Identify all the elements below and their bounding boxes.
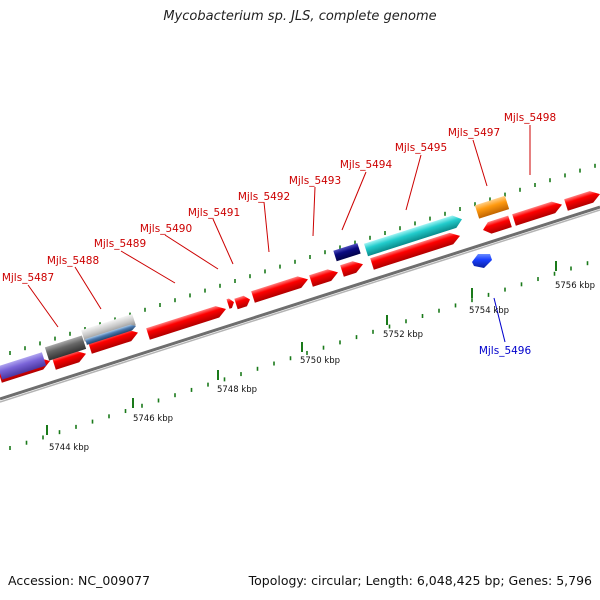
gene-arrow: [234, 295, 250, 310]
gene-arrow: [88, 329, 138, 354]
gene-arrow-minus-strand: [472, 254, 492, 268]
gene-arrow: [85, 324, 136, 345]
ruler-label: 5752 kbp: [383, 330, 423, 340]
gene-label: Mjls_5493: [289, 175, 341, 187]
gene-label: Mjls_5492: [238, 191, 290, 203]
gene-arrow: [251, 276, 309, 303]
gene-arrow: [512, 201, 562, 226]
leader-line: [472, 139, 488, 187]
genome-backbone-light: [0, 209, 600, 403]
ruler-label: 5744 kbp: [49, 443, 89, 453]
leader-line: [341, 171, 367, 231]
gene-arrow: [340, 261, 364, 277]
leader-line: [74, 266, 102, 310]
gene-arrow: [226, 298, 234, 309]
gene-arrow: [52, 350, 87, 370]
ruler-label: 5750 kbp: [300, 356, 340, 366]
gene-label: Mjls_5496: [479, 345, 532, 357]
gene-label: Mjls_5489: [94, 238, 146, 250]
gene-box: [81, 313, 136, 342]
leader-line: [312, 186, 316, 237]
gene-arrow: [483, 215, 512, 234]
ruler-label: 5748 kbp: [217, 385, 257, 395]
gene-label: Mjls_5491: [188, 207, 240, 219]
gene-label: Mjls_5495: [395, 142, 447, 154]
accession-text: Accession: NC_009077: [8, 573, 151, 588]
gene-features: [0, 191, 600, 383]
gene-box: [333, 243, 361, 262]
leader-line: [493, 297, 506, 343]
gene-arrow: [309, 269, 338, 287]
gene-box: [0, 352, 47, 380]
gene-label: Mjls_5488: [47, 255, 99, 267]
tick-marks: [9, 163, 596, 450]
gene-box: [474, 195, 510, 219]
gene-label: Mjls_5494: [340, 159, 393, 171]
gene-label: Mjls_5487: [2, 272, 54, 284]
leader-line: [164, 234, 219, 270]
genome-backbone-dark: [0, 205, 600, 401]
leader-line: [27, 284, 59, 328]
gene-label: Mjls_5497: [448, 127, 500, 139]
gene-arrow: [146, 306, 227, 340]
gene-label: Mjls_5490: [140, 223, 192, 235]
genome-summary-text: Topology: circular; Length: 6,048,425 bp…: [248, 573, 592, 588]
leader-line: [120, 250, 176, 284]
gene-arrow: [370, 232, 460, 270]
map-title: Mycobacterium sp. JLS, complete genome: [163, 9, 437, 24]
gene-box: [44, 335, 87, 361]
ruler-label: 5756 kbp: [555, 281, 595, 291]
ruler-label: 5746 kbp: [133, 414, 173, 424]
ruler-label: 5754 kbp: [469, 306, 509, 316]
gene-arrow: [564, 191, 600, 211]
label-leader-lines: [27, 125, 531, 343]
leader-line: [212, 218, 234, 265]
text-labels: Mjls_5487 Mjls_5488 Mjls_5489 Mjls_5490 Mjls…: [2, 112, 595, 453]
leader-line: [405, 154, 422, 211]
gene-label: Mjls_5498: [504, 112, 556, 124]
gene-arrow: [364, 215, 462, 257]
leader-line: [263, 201, 270, 253]
